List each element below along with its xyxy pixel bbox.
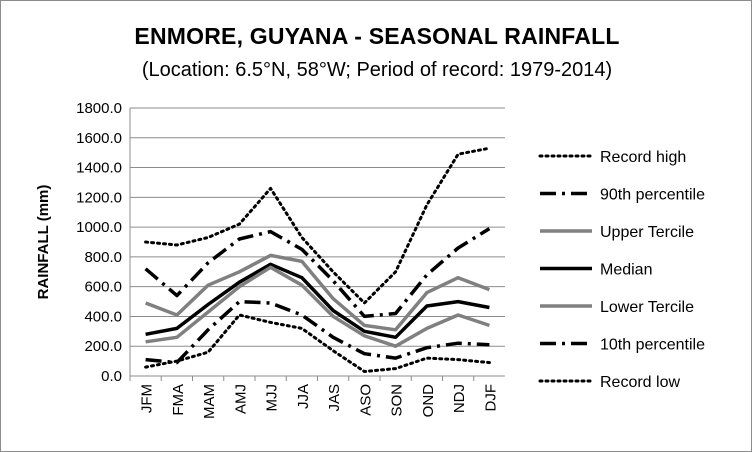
series-line-record-low [144, 313, 491, 373]
y-tick-label: 400.0 [84, 308, 122, 325]
legend-label: 90th percentile [600, 187, 705, 204]
series-line-record-high [144, 146, 491, 305]
y-axis-label: RAINFALL (mm) [35, 185, 52, 300]
x-tick-label: MJJ [264, 384, 281, 412]
x-tick-label: NDJ [451, 384, 468, 413]
y-tick-label: 1400.0 [76, 160, 122, 177]
legend-label: Upper Tercile [600, 224, 694, 241]
legend-label: Record low [600, 374, 680, 391]
y-tick-label: 600.0 [84, 279, 122, 296]
series-line-90th-percentile [144, 227, 491, 319]
x-tick-label: MAM [201, 384, 218, 419]
legend-label: Median [600, 262, 652, 279]
x-tick-label: JFM [139, 384, 156, 413]
legend-label: 10th percentile [600, 337, 705, 354]
y-tick-label: 1200.0 [76, 189, 122, 206]
y-tick-label: 1600.0 [76, 130, 122, 147]
x-tick-label: SON [389, 384, 406, 417]
y-tick-label: 1800.0 [76, 100, 122, 117]
x-tick-label: OND [420, 384, 437, 418]
chart-subtitle: (Location: 6.5°N, 58°W; Period of record… [141, 59, 613, 81]
series-line-median [145, 262, 490, 340]
y-tick-label: 200.0 [84, 338, 122, 355]
legend-label: Record high [600, 149, 686, 166]
series-line-upper-tercile [144, 253, 491, 332]
x-tick-label: JAS [326, 384, 343, 412]
series-line-10th-percentile [145, 299, 490, 365]
x-tick-label: ASO [357, 384, 374, 416]
series-line-lower-tercile [145, 265, 490, 348]
legend-label: Lower Tercile [600, 299, 694, 316]
y-tick-label: 1000.0 [76, 219, 122, 236]
x-tick-label: AMJ [232, 384, 249, 414]
x-tick-label: DJF [482, 384, 499, 412]
y-tick-label: 800.0 [84, 249, 122, 266]
x-tick-label: FMA [170, 384, 187, 416]
chart-title: ENMORE, GUYANA - SEASONAL RAINFALL [134, 23, 620, 49]
y-tick-label: 0.0 [101, 368, 122, 385]
x-tick-label: JJA [295, 384, 312, 409]
